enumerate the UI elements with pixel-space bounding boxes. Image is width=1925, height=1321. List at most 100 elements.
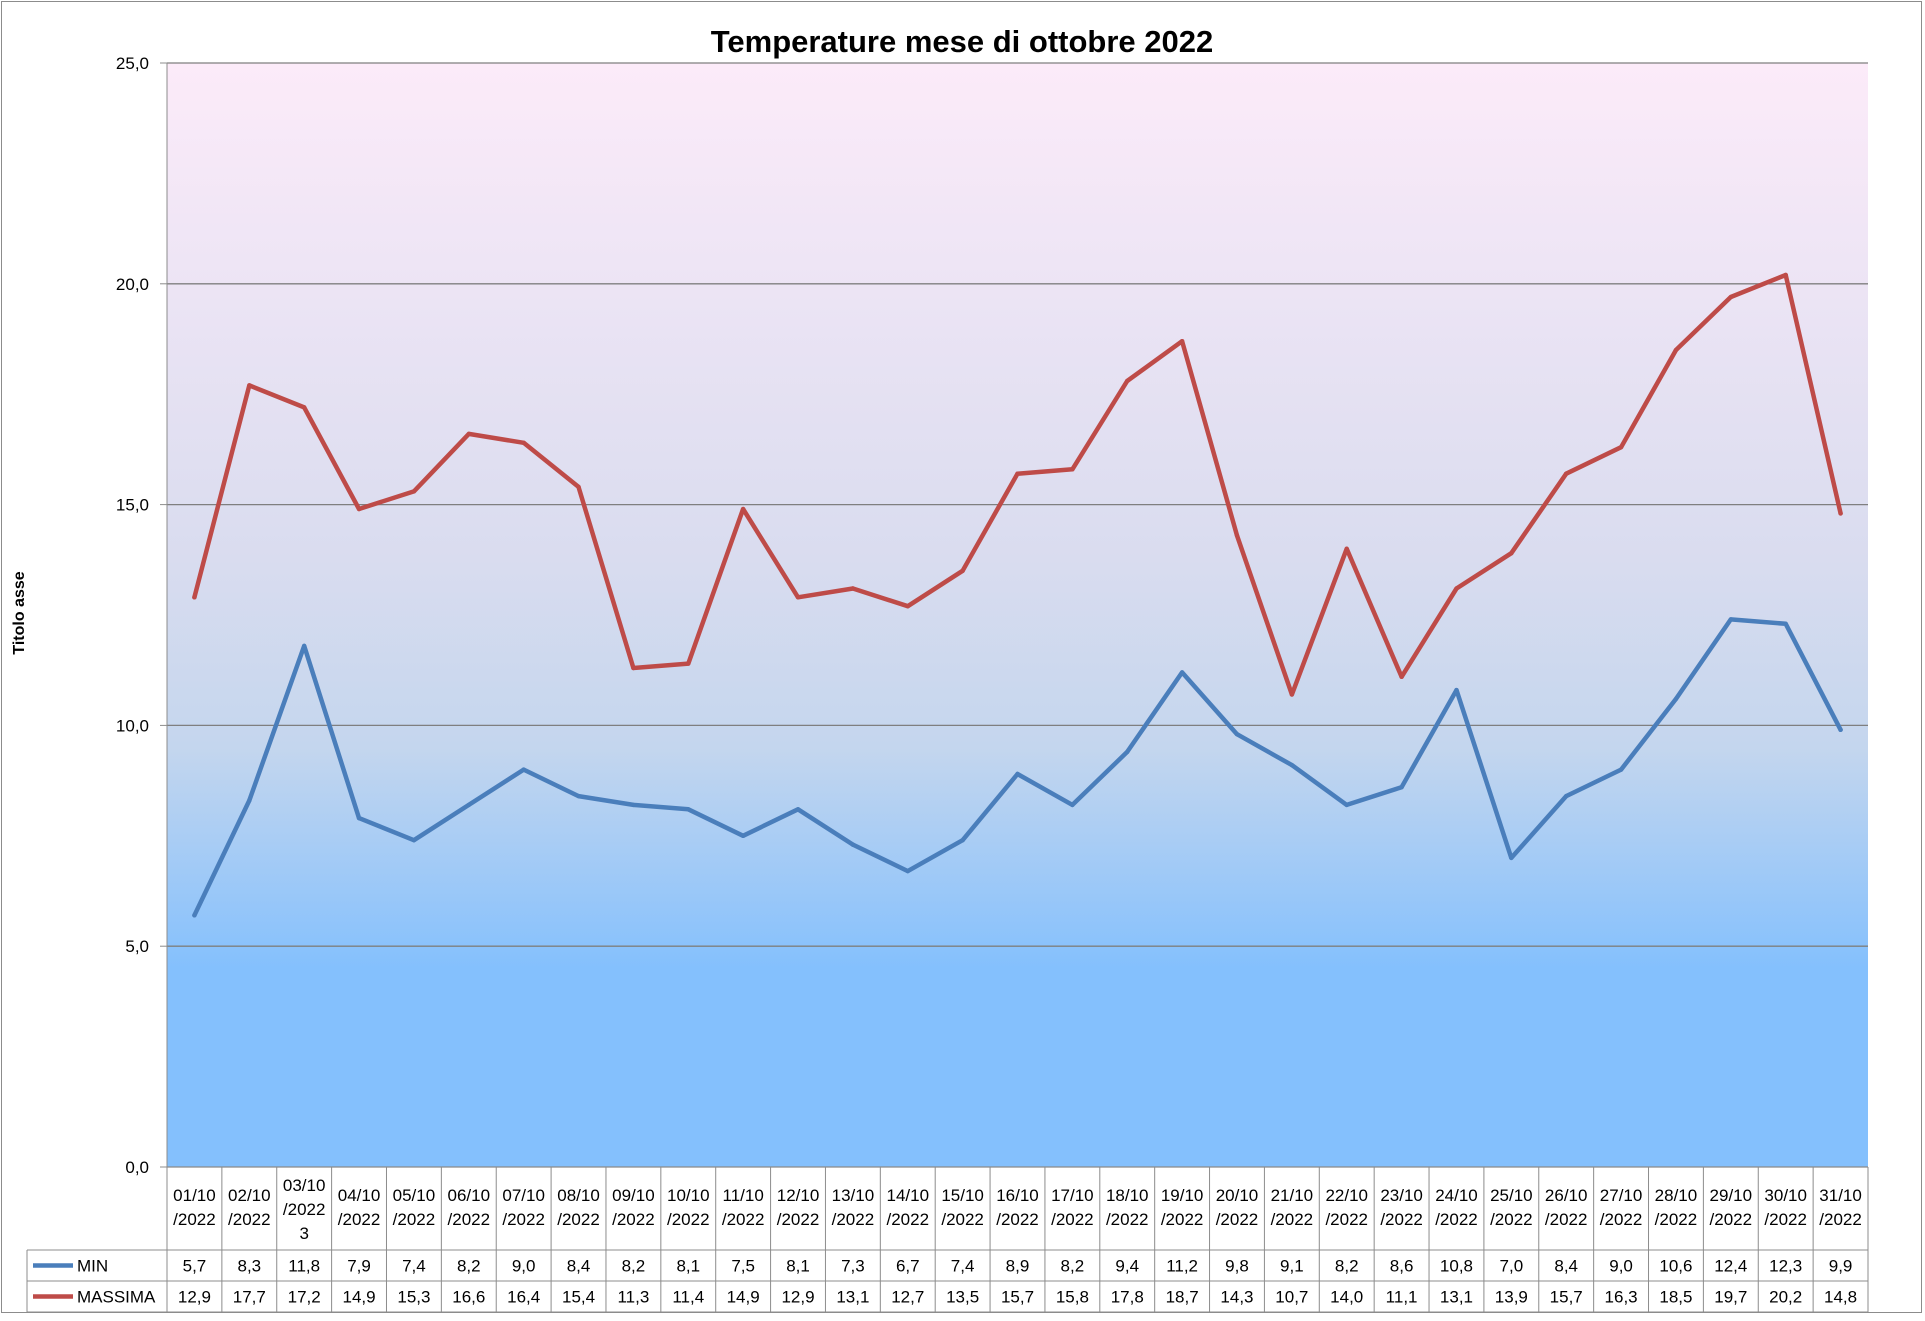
data-point [521, 767, 526, 772]
data-point [466, 802, 471, 808]
x-tick-label: /2022 [1051, 1210, 1094, 1229]
data-table-cell: 12,9 [781, 1288, 814, 1307]
data-table-cell: 8,2 [457, 1257, 481, 1276]
data-table-cell: 11,1 [1386, 1288, 1418, 1307]
data-table-cell: 7,5 [731, 1257, 755, 1276]
x-tick-label: /2022 [996, 1210, 1039, 1229]
data-point [1179, 670, 1185, 675]
data-point [1344, 802, 1349, 808]
data-point [1728, 617, 1734, 622]
plot-background [167, 63, 1868, 1167]
x-tick-label: /2022 [1106, 1210, 1149, 1229]
data-point [466, 431, 471, 437]
data-point [1015, 471, 1020, 476]
data-table-cell: 17,7 [233, 1288, 266, 1307]
data-table-cell: 16,3 [1605, 1288, 1638, 1307]
x-tick-label: 03/10 [283, 1176, 326, 1195]
data-point [301, 405, 307, 410]
x-tick-label: 08/10 [557, 1186, 600, 1205]
data-table-cell: 8,2 [1335, 1257, 1359, 1276]
data-table-cell: 8,6 [1390, 1257, 1414, 1276]
x-tick-label: 06/10 [448, 1186, 491, 1205]
x-tick-label: 20/10 [1216, 1186, 1259, 1205]
legend-label-massima: MASSIMA [77, 1288, 156, 1307]
x-tick-label: 04/10 [338, 1186, 381, 1205]
data-table-cell: 15,7 [1550, 1288, 1583, 1307]
data-point [850, 586, 856, 591]
x-tick-label: 14/10 [886, 1186, 929, 1205]
data-point [1673, 347, 1679, 353]
x-tick-label: 26/10 [1545, 1186, 1588, 1205]
data-table-cell: 10,6 [1659, 1257, 1692, 1276]
data-table-cell: 9,9 [1829, 1257, 1853, 1276]
data-table-cell: 14,9 [727, 1288, 760, 1307]
y-tick-label: 10,0 [116, 716, 149, 735]
data-table-cell: 8,1 [786, 1257, 810, 1276]
data-point [740, 506, 746, 512]
x-tick-label: /2022 [941, 1210, 984, 1229]
x-tick-label: /2022 [1161, 1210, 1204, 1229]
data-table-cell: 15,8 [1056, 1288, 1089, 1307]
x-tick-label: /2022 [173, 1210, 216, 1229]
x-tick-label: 29/10 [1710, 1186, 1753, 1205]
data-point [1673, 696, 1679, 702]
data-table-cell: 11,2 [1166, 1257, 1198, 1276]
data-point [686, 807, 691, 812]
x-tick-label: /2022 [1545, 1210, 1588, 1229]
x-tick-label: /2022 [667, 1210, 710, 1229]
data-table-cell: 15,4 [562, 1288, 595, 1307]
data-point [1838, 511, 1843, 516]
data-point [1454, 687, 1459, 693]
x-tick-label: 07/10 [502, 1186, 545, 1205]
data-point [1289, 762, 1295, 768]
data-table-cell: 5,7 [183, 1257, 207, 1276]
x-tick-label: /2022 [557, 1210, 600, 1229]
data-point [1234, 533, 1240, 538]
data-table-cell: 8,2 [622, 1257, 646, 1276]
x-tick-label: 17/10 [1051, 1186, 1094, 1205]
y-tick-label: 0,0 [125, 1158, 149, 1177]
data-point [740, 833, 746, 838]
x-tick-label: 30/10 [1764, 1186, 1807, 1205]
data-table-cell: 18,5 [1659, 1288, 1692, 1307]
x-tick-label: /2022 [448, 1210, 491, 1229]
x-tick-label: /2022 [777, 1210, 820, 1229]
data-point [905, 868, 910, 874]
x-tick-label: /2022 [722, 1210, 765, 1229]
y-tick-label: 15,0 [116, 496, 149, 515]
data-point [1344, 546, 1349, 551]
data-point [1783, 621, 1788, 627]
legend-label-min: MIN [77, 1257, 108, 1276]
data-point [795, 595, 801, 600]
data-table-cell: 7,9 [347, 1257, 371, 1276]
x-tick-label: /2022 [502, 1210, 545, 1229]
data-table-cell: 13,1 [1440, 1288, 1473, 1307]
data-point [411, 489, 417, 494]
x-tick-label: /2022 [1819, 1210, 1862, 1229]
data-table-cell: 8,2 [1061, 1257, 1085, 1276]
x-tick-label: /2022 [1490, 1210, 1533, 1229]
x-tick-label: 3 [299, 1224, 308, 1243]
data-point [1125, 378, 1130, 384]
data-table-cell: 8,4 [567, 1257, 591, 1276]
data-point [960, 568, 965, 574]
x-tick-label: /2022 [612, 1210, 655, 1229]
x-tick-label: /2022 [1380, 1210, 1423, 1229]
series-lines [192, 272, 1843, 918]
x-tick-label: 02/10 [228, 1186, 271, 1205]
y-tick-label: 25,0 [116, 54, 149, 73]
y-axis: 0,0 5,0 10,0 15,0 20,0 25,0 [116, 54, 168, 1177]
x-tick-label: 27/10 [1600, 1186, 1643, 1205]
data-table-cell: 12,7 [891, 1288, 924, 1307]
data-point [1509, 550, 1514, 556]
data-table-cell: 11,8 [288, 1257, 320, 1276]
data-point [905, 603, 910, 609]
data-table: 01/10/2022 02/10/2022 03/10/2022 3 04/10/202… [26, 1166, 1869, 1313]
x-tick-label: 22/10 [1325, 1186, 1368, 1205]
data-point [247, 798, 252, 803]
x-tick-label: /2022 [1325, 1210, 1368, 1229]
data-point [576, 484, 581, 490]
x-tick-label: 21/10 [1271, 1186, 1314, 1205]
data-table-cell: 9,1 [1280, 1257, 1304, 1276]
y-tick-label: 5,0 [125, 937, 149, 956]
